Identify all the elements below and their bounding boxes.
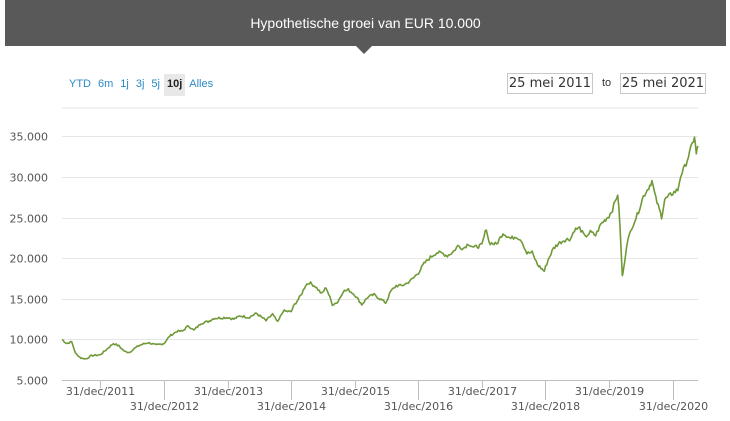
x-tick-label: 31/dec/2014: [257, 400, 326, 413]
x-tick-label: 31/dec/2020: [639, 400, 708, 413]
x-tick-label: 31/dec/2017: [448, 385, 517, 398]
y-tick-label: 35.000: [10, 131, 49, 144]
x-tick-label: 31/dec/2019: [575, 385, 644, 398]
range-10j-button[interactable]: 10j: [163, 74, 186, 96]
chart-title: Hypothetische groei van EUR 10.000: [250, 15, 481, 31]
date-from-input[interactable]: 25 mei 2011: [507, 73, 593, 94]
y-tick-label: 25.000: [10, 213, 49, 226]
range-ytd-button[interactable]: YTD: [69, 78, 91, 90]
range-1j-button[interactable]: 1j: [120, 78, 129, 90]
x-tick-label: 31/dec/2016: [384, 400, 453, 413]
x-tick-label: 31/dec/2018: [511, 400, 580, 413]
y-tick-label: 5.000: [17, 375, 49, 388]
chart-title-bar: Hypothetische groei van EUR 10.000: [5, 0, 726, 46]
range-6m-button[interactable]: 6m: [98, 78, 114, 90]
x-tick-label: 31/dec/2012: [130, 400, 199, 413]
title-pointer-arrow: [356, 46, 372, 54]
y-tick-label: 15.000: [10, 294, 49, 307]
y-tick-label: 10.000: [10, 334, 49, 347]
y-tick-label: 20.000: [10, 253, 49, 266]
date-to-label: to: [602, 77, 612, 89]
range-alles-button[interactable]: Alles: [189, 78, 214, 90]
x-tick-label: 31/dec/2013: [194, 385, 263, 398]
date-to-input[interactable]: 25 mei 2021: [620, 73, 706, 94]
range-5j-button[interactable]: 5j: [151, 78, 160, 90]
range-3j-button[interactable]: 3j: [135, 78, 145, 90]
x-tick-label: 31/dec/2015: [321, 385, 390, 398]
growth-series-line: [61, 136, 699, 360]
y-tick-label: 30.000: [10, 172, 49, 185]
range-selector: YTD 6m 1j 3j 5j 10j Alles: [66, 74, 217, 96]
x-tick-label: 31/dec/2011: [66, 385, 135, 398]
